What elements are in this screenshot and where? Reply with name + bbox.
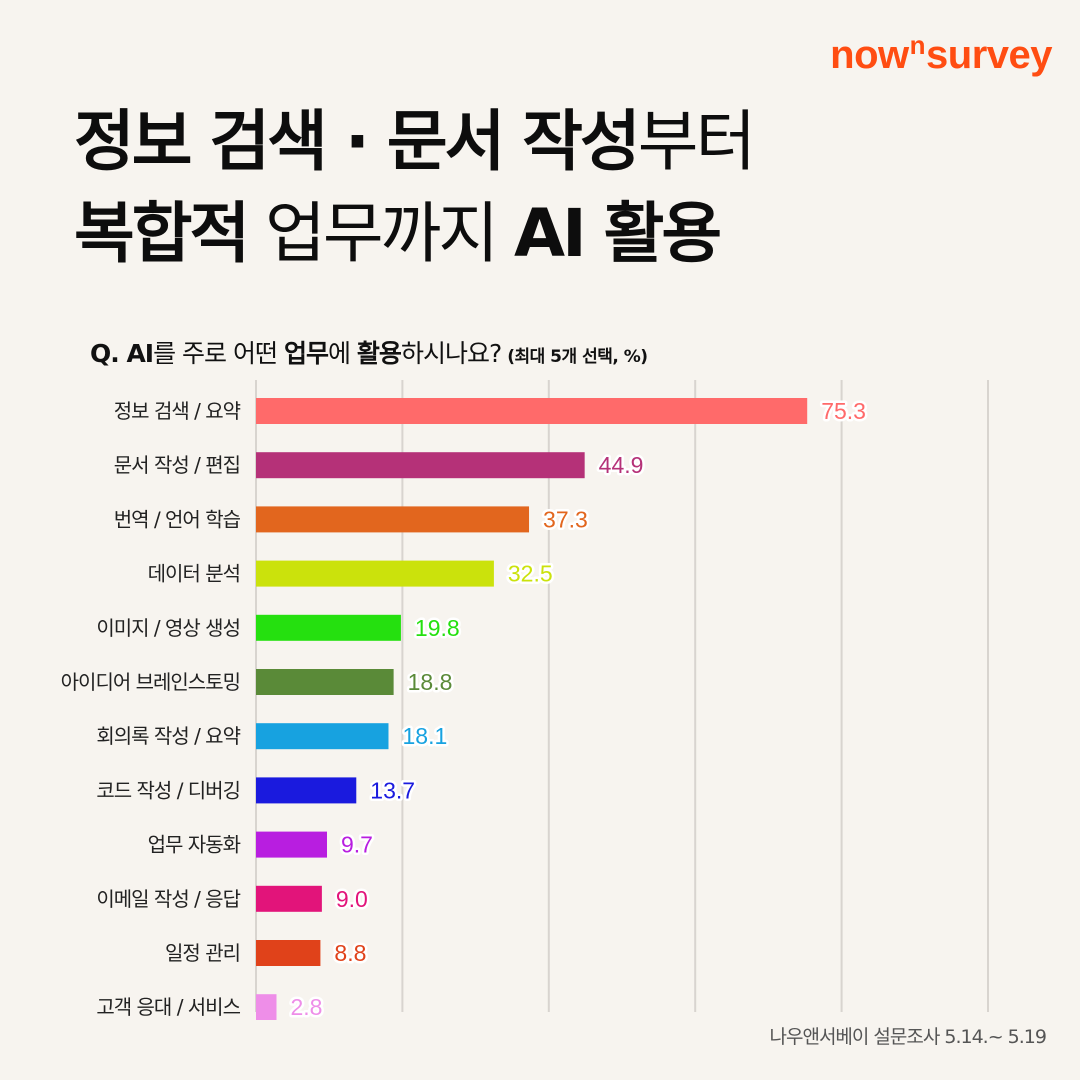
value-label: 13.7 — [370, 777, 415, 803]
category-label: 고객 응대 / 서비스 — [96, 995, 240, 1019]
bar — [256, 614, 401, 641]
survey-question: Q. AI를 주로 어떤 업무에 활용하시나요? (최대 5개 선택, %) — [90, 339, 648, 368]
value-label: 44.9 — [599, 452, 644, 478]
bar — [256, 560, 494, 587]
value-label: 18.8 — [408, 669, 453, 695]
bar — [256, 940, 321, 966]
bar — [256, 885, 322, 912]
category-label: 문서 작성 / 편집 — [114, 453, 240, 477]
source-note: 나우앤서베이 설문조사 5.14.~ 5.19 — [769, 1026, 1047, 1048]
title-line-2: 복합적 업무까지 AI 활용 — [74, 195, 722, 272]
title-line-1: 정보 검색 · 문서 작성부터 — [74, 103, 756, 180]
page-title: 정보 검색 · 문서 작성부터 복합적 업무까지 AI 활용 — [74, 96, 756, 280]
category-label: 아이디어 브레인스토밍 — [61, 670, 240, 694]
value-label: 75.3 — [821, 398, 866, 424]
category-label: 정보 검색 / 요약 — [114, 399, 241, 423]
bar — [256, 452, 585, 479]
bar — [256, 994, 277, 1020]
category-label: 데이터 분석 — [148, 562, 240, 586]
value-label: 37.3 — [543, 506, 588, 532]
brand-logo: nownsurvey — [830, 30, 1052, 77]
category-label: 업무 자동화 — [148, 833, 241, 857]
bar-chart: 정보 검색 / 요약 75.3 문서 작성 / 편집 44.9 번역 / 언어 학습 37… — [61, 380, 989, 1020]
value-label: 32.5 — [508, 561, 553, 587]
bar — [256, 777, 357, 804]
category-label: 이미지 / 영상 생성 — [96, 616, 240, 640]
value-label: 8.8 — [334, 940, 366, 966]
value-label: 9.7 — [341, 832, 373, 858]
value-label: 2.8 — [290, 994, 322, 1020]
bar — [256, 398, 808, 424]
bar — [256, 831, 328, 858]
value-label: 18.1 — [402, 723, 447, 749]
bar — [256, 506, 530, 533]
value-label: 19.8 — [415, 615, 460, 641]
question-note: (최대 5개 선택, %) — [507, 347, 648, 367]
bar — [256, 669, 394, 695]
category-label: 일정 관리 — [165, 941, 240, 965]
category-label: 번역 / 언어 학습 — [114, 507, 241, 531]
value-label: 9.0 — [336, 886, 368, 912]
bar — [256, 723, 389, 750]
category-label: 코드 작성 / 디버깅 — [96, 778, 240, 802]
category-label: 이메일 작성 / 응답 — [96, 887, 240, 911]
category-label: 회의록 작성 / 요약 — [96, 724, 240, 748]
